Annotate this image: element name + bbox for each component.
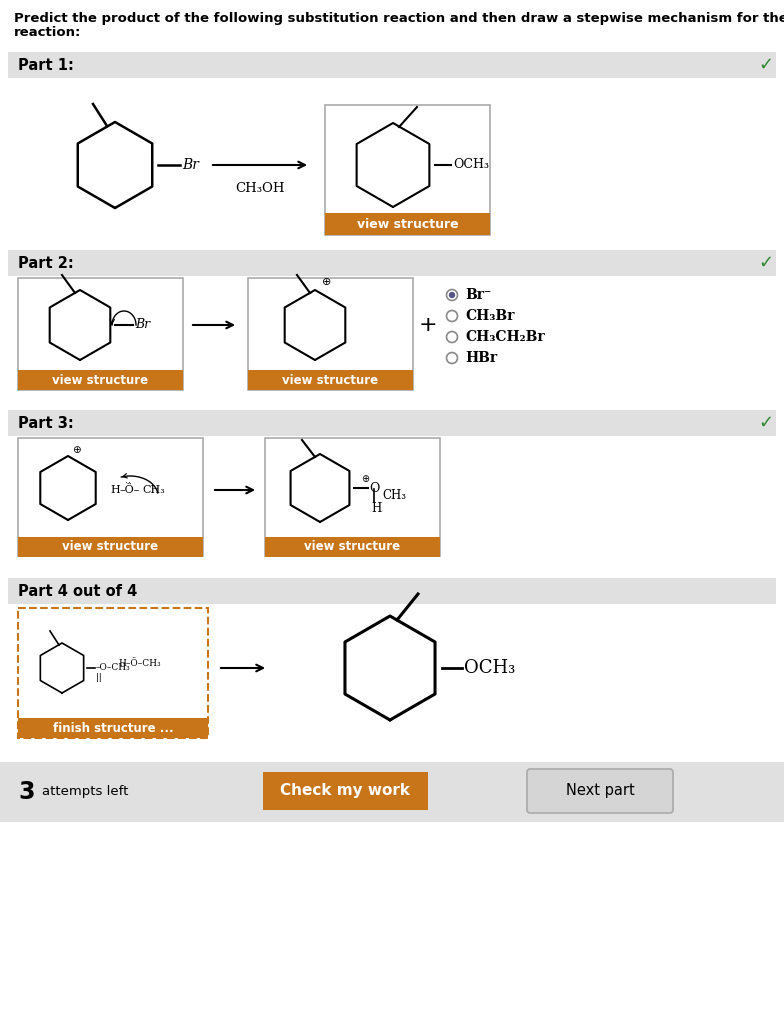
Text: HBr: HBr [465, 351, 497, 365]
FancyBboxPatch shape [527, 769, 673, 813]
Text: H–Ö–CH₃: H–Ö–CH₃ [118, 658, 161, 668]
Text: O: O [369, 481, 379, 495]
Text: ✓: ✓ [758, 56, 774, 74]
Text: Check my work: Check my work [281, 783, 411, 799]
Text: view structure: view structure [53, 374, 148, 386]
Text: view structure: view structure [63, 541, 158, 554]
Text: CH₃OH: CH₃OH [235, 182, 285, 195]
FancyBboxPatch shape [18, 438, 203, 556]
Text: ⊕: ⊕ [322, 278, 332, 287]
Text: 3: 3 [18, 780, 34, 804]
FancyBboxPatch shape [248, 370, 413, 390]
Text: +: + [419, 315, 437, 335]
Text: attempts left: attempts left [42, 785, 129, 799]
Text: Part 3:: Part 3: [18, 416, 74, 430]
Text: ✓: ✓ [758, 414, 774, 432]
Text: view structure: view structure [357, 217, 459, 230]
Text: reaction:: reaction: [14, 26, 82, 39]
Text: Part 1:: Part 1: [18, 57, 74, 73]
Text: Part 2:: Part 2: [18, 256, 74, 270]
FancyBboxPatch shape [248, 278, 413, 390]
Text: finish structure ...: finish structure ... [53, 722, 173, 734]
Text: –Ö–: –Ö– [120, 485, 140, 495]
FancyBboxPatch shape [8, 52, 776, 78]
Text: view structure: view structure [282, 374, 379, 386]
Text: ··: ·· [125, 478, 131, 488]
Circle shape [447, 332, 458, 342]
Text: CH₃Br: CH₃Br [465, 309, 514, 323]
Text: Br: Br [135, 318, 150, 332]
Text: CH₃: CH₃ [142, 485, 165, 495]
FancyBboxPatch shape [8, 578, 776, 604]
FancyBboxPatch shape [18, 370, 183, 390]
Text: ||: || [96, 674, 102, 683]
Text: Part 4 out of 4: Part 4 out of 4 [18, 584, 137, 598]
FancyBboxPatch shape [265, 537, 440, 557]
Text: –O–CH₃: –O–CH₃ [96, 664, 131, 673]
FancyBboxPatch shape [18, 608, 208, 738]
Circle shape [447, 352, 458, 364]
FancyBboxPatch shape [18, 718, 208, 738]
Text: Br⁻: Br⁻ [465, 288, 492, 302]
Text: CH₃CH₂Br: CH₃CH₂Br [465, 330, 545, 344]
Text: view structure: view structure [304, 541, 401, 554]
Text: ✓: ✓ [758, 254, 774, 272]
FancyBboxPatch shape [265, 438, 440, 556]
Text: ⊕: ⊕ [71, 445, 81, 455]
FancyBboxPatch shape [325, 105, 490, 234]
FancyBboxPatch shape [8, 410, 776, 436]
Text: ⊕: ⊕ [361, 474, 369, 484]
Circle shape [447, 290, 458, 300]
Text: Br: Br [182, 158, 199, 172]
Text: H: H [110, 485, 120, 495]
Text: H: H [371, 502, 381, 514]
Text: Predict the product of the following substitution reaction and then draw a stepw: Predict the product of the following sub… [14, 12, 784, 25]
Circle shape [449, 293, 455, 298]
Text: OCH₃: OCH₃ [453, 159, 489, 171]
FancyBboxPatch shape [18, 278, 183, 390]
FancyBboxPatch shape [263, 772, 428, 810]
Text: Next part: Next part [565, 783, 634, 799]
Circle shape [447, 310, 458, 322]
FancyBboxPatch shape [325, 213, 490, 234]
Text: CH₃: CH₃ [382, 489, 406, 502]
FancyBboxPatch shape [18, 537, 203, 557]
Text: OCH₃: OCH₃ [464, 659, 515, 677]
FancyBboxPatch shape [0, 762, 784, 822]
FancyBboxPatch shape [8, 250, 776, 276]
